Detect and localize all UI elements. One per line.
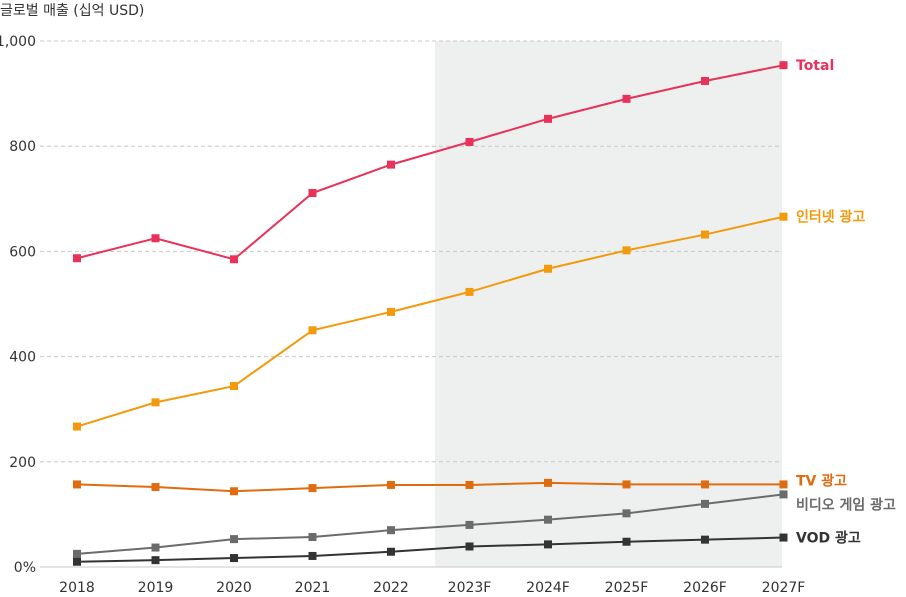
data-point [779,61,788,70]
data-point [151,543,160,552]
data-point [387,526,395,535]
data-point [465,542,474,551]
series-line [76,493,784,555]
data-point [308,484,317,493]
series-line [76,215,784,428]
series-4 [73,533,788,566]
x-tick-label: 2023F [448,580,492,596]
data-point [701,76,709,85]
data-point [151,556,160,565]
x-tick-label: 2025F [605,580,649,596]
data-point [230,487,238,496]
data-point [544,515,552,524]
data-point [387,160,395,169]
data-point [73,422,81,431]
data-point [622,94,631,103]
y-tick-labels: 0% 200 400 600 800 1,000 [0,34,36,576]
data-point [308,551,317,560]
x-tick-label: 2027F [762,580,806,596]
x-tick-label: 2026F [683,580,727,596]
series-label: 인터넷 광고 [796,209,865,226]
series-label: TV 광고 [796,472,847,489]
data-point [779,212,788,221]
data-point [701,535,709,544]
data-point [465,287,474,296]
series-line [76,481,784,493]
y-tick-label: 800 [9,139,36,155]
y-tick-label: 200 [9,455,36,471]
data-point [465,137,474,146]
data-point [622,537,631,546]
data-point [230,554,238,563]
forecast-band [435,41,782,567]
data-point [544,114,552,123]
data-point [701,230,709,239]
data-point [701,480,709,489]
series-1 [73,212,788,431]
data-point [387,547,395,556]
data-point [230,382,238,391]
data-point [544,264,552,273]
series-2 [73,478,788,496]
data-point [544,478,552,487]
data-point [151,398,160,407]
series-label: 비디오 게임 광고 [796,496,896,513]
data-point [230,255,238,264]
data-point [151,483,160,492]
series-line [76,64,784,261]
series-label: VOD 광고 [796,530,861,547]
data-point [308,189,317,198]
series-label: Total [796,58,834,74]
data-point [230,535,238,544]
x-tick-label: 2018 [59,580,95,596]
y-tick-label: 600 [9,244,36,260]
data-point [622,509,631,518]
grid-lines [40,40,782,568]
data-point [779,533,788,542]
data-point [622,480,631,489]
data-point [701,499,709,508]
data-point [465,480,474,489]
data-point [544,540,552,549]
data-point [151,234,160,243]
x-tick-label: 2022 [373,580,409,596]
data-point [465,520,474,529]
x-tick-label: 2021 [295,580,331,596]
y-tick-label: 1,000 [0,34,36,50]
y-tick-label: 400 [9,350,36,366]
x-tick-label: 2020 [216,580,252,596]
data-point [73,254,81,263]
x-tick-label: 2019 [138,580,174,596]
series-line [76,536,784,563]
y-tick-label: 0% [14,560,36,576]
data-point [779,480,788,489]
series-3 [73,490,788,558]
x-tick-label: 2024F [526,580,570,596]
y-axis-title: 글로벌 매출 (십억 USD) [0,3,144,19]
data-point [622,246,631,255]
data-point [308,326,317,335]
series-0 [73,61,788,264]
data-point [73,480,81,489]
data-point [779,490,788,499]
data-point [387,480,395,489]
data-point [308,533,317,542]
x-tick-labels: 2018 2019 2020 2021 2022 2023F 2024F 2025F 2026F… [59,580,805,596]
series-group [73,61,788,566]
data-point [387,307,395,316]
data-point [73,557,81,566]
data-point [73,549,81,558]
